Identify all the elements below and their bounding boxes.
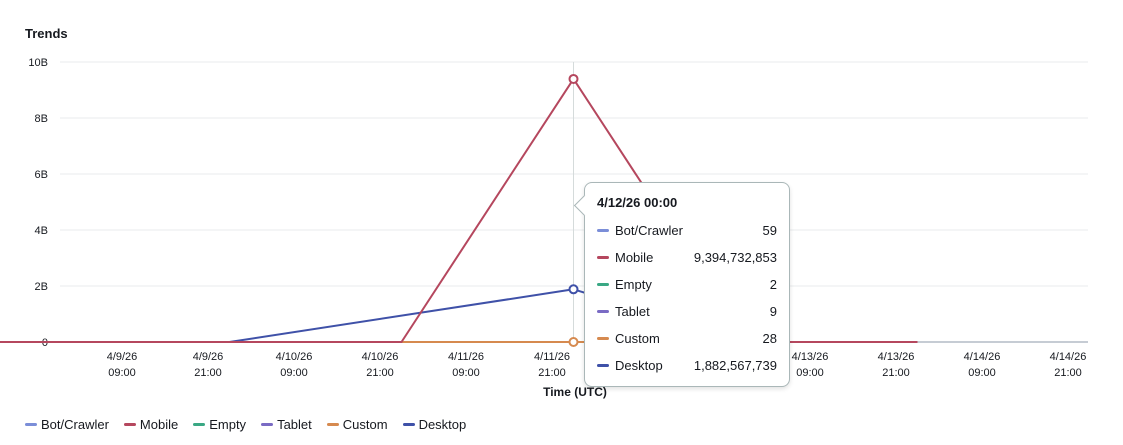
x-tick-date-label: 4/9/26	[193, 351, 224, 363]
legend-swatch-icon	[193, 423, 206, 426]
series-swatch-icon	[597, 364, 609, 367]
x-tick-date-label: 4/14/26	[964, 351, 1001, 363]
tooltip-row-value: 2	[769, 277, 777, 292]
legend-swatch-icon	[402, 423, 415, 426]
tooltip-row-label: Tablet	[615, 304, 650, 319]
x-tick-date-label: 4/11/26	[534, 351, 570, 363]
series-swatch-icon	[597, 256, 609, 259]
tooltip-row-value: 59	[762, 223, 777, 238]
data-point-marker[interactable]	[568, 73, 579, 84]
tooltip-row-empty: Empty 2	[597, 271, 777, 298]
legend-label: Custom	[342, 417, 388, 432]
series-swatch-icon	[597, 310, 609, 313]
legend-swatch-icon	[326, 423, 339, 426]
series-swatch-icon	[597, 337, 609, 340]
y-tick-label: 6B	[35, 169, 48, 181]
data-point-marker[interactable]	[568, 284, 579, 295]
y-tick-label: 2B	[35, 281, 48, 293]
legend-item-custom[interactable]: Custom	[326, 417, 388, 432]
trends-line-chart[interactable]: 02B4B6B8B10B4/9/2609:004/9/2621:004/10/2…	[0, 0, 1123, 410]
tooltip-row-desktop: Desktop 1,882,567,739	[597, 352, 777, 379]
legend-item-mobile[interactable]: Mobile	[123, 417, 179, 432]
x-axis-title: Time (UTC)	[543, 385, 607, 399]
tooltip-row-tablet: Tablet 9	[597, 298, 777, 325]
legend-swatch-icon	[123, 423, 136, 426]
data-point-marker[interactable]	[568, 337, 579, 347]
y-tick-label: 8B	[35, 113, 48, 125]
x-tick-time-label: 09:00	[108, 367, 136, 379]
tooltip-row-label: Empty	[615, 277, 652, 292]
x-tick-date-label: 4/13/26	[878, 351, 915, 363]
x-tick-time-label: 21:00	[882, 367, 910, 379]
tooltip-row-value: 28	[762, 331, 777, 346]
tooltip-row-value: 1,882,567,739	[693, 358, 777, 373]
x-tick-date-label: 4/11/26	[448, 351, 484, 363]
tooltip-row-label: Desktop	[615, 358, 663, 373]
tooltip-row-label: Custom	[615, 331, 660, 346]
tooltip-row-mobile: Mobile 9,394,732,853	[597, 244, 777, 271]
legend-label: Desktop	[418, 417, 467, 432]
tooltip-header: 4/12/26 00:00	[597, 195, 678, 210]
legend-swatch-icon	[25, 423, 37, 426]
x-tick-time-label: 09:00	[280, 367, 308, 379]
legend-item-bot-crawler[interactable]: Bot/Crawler	[25, 417, 109, 432]
y-tick-label: 10B	[28, 57, 48, 69]
legend-swatch-icon	[261, 423, 274, 426]
tooltip-row-bot-crawler: Bot/Crawler 59	[597, 217, 777, 244]
x-tick-time-label: 21:00	[538, 367, 566, 379]
x-tick-time-label: 09:00	[796, 367, 824, 379]
legend-label: Tablet	[277, 417, 312, 432]
data-point-tooltip: 4/12/26 00:00 Bot/Crawler 59 Mobile 9,39…	[573, 182, 790, 387]
x-tick-date-label: 4/13/26	[792, 351, 829, 363]
legend-label: Mobile	[139, 417, 179, 432]
x-tick-time-label: 21:00	[194, 367, 222, 379]
tooltip-row-value: 9	[769, 304, 777, 319]
chart-legend: Bot/Crawler Mobile Empty Tablet Custom D…	[25, 417, 481, 432]
legend-item-desktop[interactable]: Desktop	[402, 417, 467, 432]
x-tick-date-label: 4/9/26	[107, 351, 138, 363]
chart-title: Trends	[25, 26, 68, 41]
tooltip-row-value: 9,394,732,853	[693, 250, 777, 265]
legend-item-tablet[interactable]: Tablet	[261, 417, 312, 432]
x-tick-date-label: 4/14/26	[1050, 351, 1087, 363]
legend-label: Empty	[209, 417, 247, 432]
x-tick-time-label: 21:00	[366, 367, 394, 379]
x-tick-date-label: 4/10/26	[276, 351, 313, 363]
x-tick-time-label: 09:00	[452, 367, 480, 379]
y-tick-label: 4B	[35, 225, 48, 237]
x-tick-time-label: 09:00	[968, 367, 996, 379]
series-swatch-icon	[597, 229, 609, 232]
legend-label: Bot/Crawler	[41, 417, 109, 432]
tooltip-row-label: Mobile	[615, 250, 654, 265]
series-swatch-icon	[597, 283, 609, 286]
tooltip-row-custom: Custom 28	[597, 325, 777, 352]
tooltip-row-label: Bot/Crawler	[615, 223, 683, 238]
legend-item-empty[interactable]: Empty	[193, 417, 246, 432]
x-tick-time-label: 21:00	[1054, 367, 1082, 379]
x-tick-date-label: 4/10/26	[362, 351, 399, 363]
